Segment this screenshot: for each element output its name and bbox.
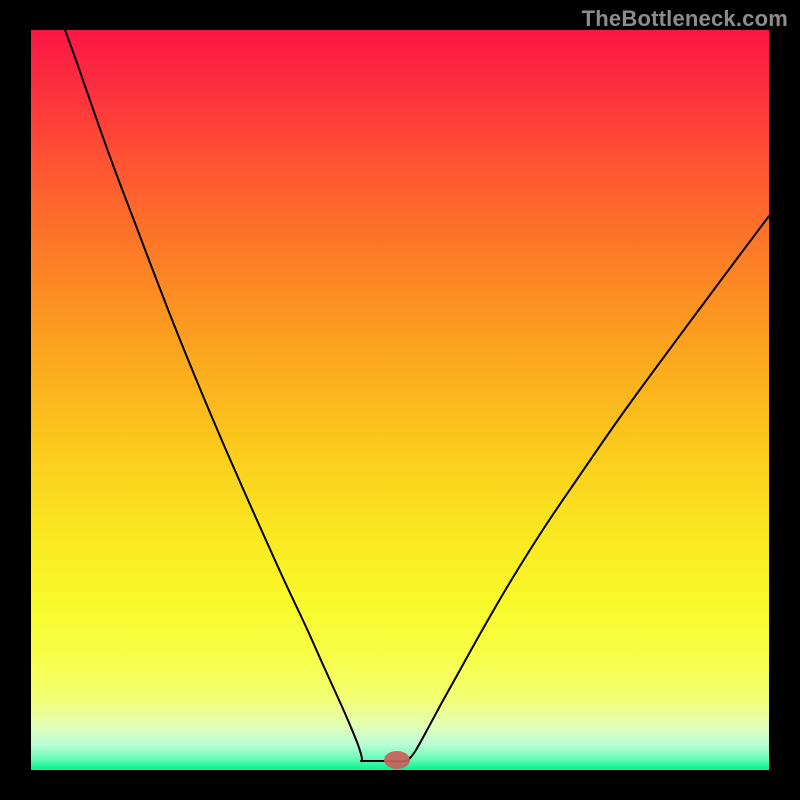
watermark-text: TheBottleneck.com xyxy=(582,6,788,32)
chart-container: TheBottleneck.com xyxy=(0,0,800,800)
bottleneck-chart xyxy=(0,0,800,800)
plot-area xyxy=(31,30,769,770)
optimal-point-marker xyxy=(384,751,410,769)
